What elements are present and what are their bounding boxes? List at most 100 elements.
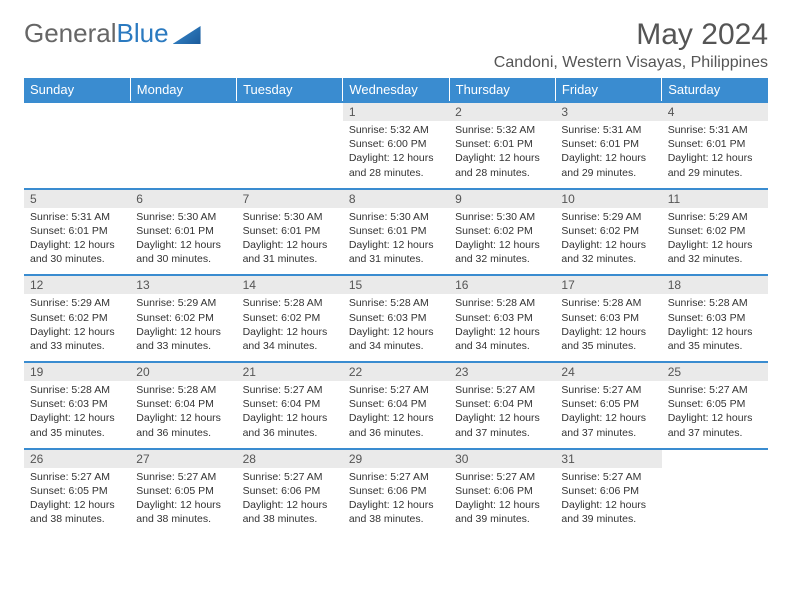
day-number: 24	[555, 363, 661, 381]
day-detail-line: Sunset: 6:01 PM	[668, 137, 762, 151]
day-details	[130, 107, 236, 169]
day-details	[24, 107, 130, 169]
day-details: Sunrise: 5:28 AMSunset: 6:03 PMDaylight:…	[24, 381, 130, 448]
day-detail-line: Sunrise: 5:27 AM	[243, 470, 337, 484]
day-number: 28	[237, 450, 343, 468]
day-detail-line: Sunrise: 5:27 AM	[455, 383, 549, 397]
day-detail-line: Daylight: 12 hours	[561, 498, 655, 512]
day-detail-line: Sunset: 6:01 PM	[30, 224, 124, 238]
day-details: Sunrise: 5:27 AMSunset: 6:05 PMDaylight:…	[555, 381, 661, 448]
day-details: Sunrise: 5:30 AMSunset: 6:01 PMDaylight:…	[130, 208, 236, 275]
day-details: Sunrise: 5:31 AMSunset: 6:01 PMDaylight:…	[555, 121, 661, 188]
day-detail-line: Sunrise: 5:28 AM	[349, 296, 443, 310]
day-detail-line: Sunset: 6:03 PM	[30, 397, 124, 411]
day-detail-line: Sunrise: 5:28 AM	[136, 383, 230, 397]
day-detail-line: Daylight: 12 hours	[243, 411, 337, 425]
day-detail-line: and 28 minutes.	[349, 166, 443, 180]
day-number: 23	[449, 363, 555, 381]
day-detail-line: Daylight: 12 hours	[561, 151, 655, 165]
calendar-body: 1Sunrise: 5:32 AMSunset: 6:00 PMDaylight…	[24, 102, 768, 534]
calendar-cell: 16Sunrise: 5:28 AMSunset: 6:03 PMDayligh…	[449, 275, 555, 362]
calendar-cell: 10Sunrise: 5:29 AMSunset: 6:02 PMDayligh…	[555, 189, 661, 276]
day-detail-line: Sunrise: 5:28 AM	[243, 296, 337, 310]
day-number: 12	[24, 276, 130, 294]
calendar-cell: 12Sunrise: 5:29 AMSunset: 6:02 PMDayligh…	[24, 275, 130, 362]
day-detail-line: Daylight: 12 hours	[668, 238, 762, 252]
day-detail-line: Sunset: 6:01 PM	[349, 224, 443, 238]
calendar-cell: 18Sunrise: 5:28 AMSunset: 6:03 PMDayligh…	[662, 275, 768, 362]
day-detail-line: Sunrise: 5:27 AM	[30, 470, 124, 484]
day-detail-line: Sunrise: 5:27 AM	[561, 383, 655, 397]
day-detail-line: Sunrise: 5:29 AM	[561, 210, 655, 224]
day-detail-line: Sunrise: 5:27 AM	[455, 470, 549, 484]
calendar-week-row: 5Sunrise: 5:31 AMSunset: 6:01 PMDaylight…	[24, 189, 768, 276]
day-details: Sunrise: 5:27 AMSunset: 6:06 PMDaylight:…	[449, 468, 555, 535]
day-detail-line: Sunrise: 5:27 AM	[561, 470, 655, 484]
day-detail-line: Daylight: 12 hours	[455, 238, 549, 252]
day-details: Sunrise: 5:28 AMSunset: 6:04 PMDaylight:…	[130, 381, 236, 448]
day-detail-line: Sunset: 6:02 PM	[455, 224, 549, 238]
day-detail-line: Daylight: 12 hours	[455, 325, 549, 339]
day-detail-line: and 28 minutes.	[455, 166, 549, 180]
day-detail-line: Daylight: 12 hours	[30, 238, 124, 252]
day-number: 10	[555, 190, 661, 208]
day-detail-line: Sunset: 6:05 PM	[561, 397, 655, 411]
day-details: Sunrise: 5:29 AMSunset: 6:02 PMDaylight:…	[555, 208, 661, 275]
day-detail-line: and 35 minutes.	[561, 339, 655, 353]
day-detail-line: Sunrise: 5:27 AM	[243, 383, 337, 397]
day-detail-line: and 29 minutes.	[561, 166, 655, 180]
day-detail-line: and 30 minutes.	[30, 252, 124, 266]
calendar-cell	[130, 102, 236, 189]
day-detail-line: and 38 minutes.	[243, 512, 337, 526]
day-detail-line: Daylight: 12 hours	[30, 325, 124, 339]
day-detail-line: Sunrise: 5:28 AM	[561, 296, 655, 310]
logo-text-2: Blue	[117, 18, 169, 49]
day-detail-line: and 39 minutes.	[561, 512, 655, 526]
day-number: 27	[130, 450, 236, 468]
day-details: Sunrise: 5:29 AMSunset: 6:02 PMDaylight:…	[662, 208, 768, 275]
day-detail-line: and 31 minutes.	[349, 252, 443, 266]
day-detail-line: Daylight: 12 hours	[668, 325, 762, 339]
day-details: Sunrise: 5:30 AMSunset: 6:01 PMDaylight:…	[343, 208, 449, 275]
day-detail-line: Sunset: 6:05 PM	[136, 484, 230, 498]
day-details: Sunrise: 5:27 AMSunset: 6:05 PMDaylight:…	[662, 381, 768, 448]
day-detail-line: Daylight: 12 hours	[136, 498, 230, 512]
calendar-cell: 4Sunrise: 5:31 AMSunset: 6:01 PMDaylight…	[662, 102, 768, 189]
calendar-cell: 31Sunrise: 5:27 AMSunset: 6:06 PMDayligh…	[555, 449, 661, 535]
day-detail-line: Sunset: 6:01 PM	[561, 137, 655, 151]
day-details: Sunrise: 5:27 AMSunset: 6:04 PMDaylight:…	[237, 381, 343, 448]
day-details: Sunrise: 5:28 AMSunset: 6:02 PMDaylight:…	[237, 294, 343, 361]
weekday-thu: Thursday	[449, 78, 555, 102]
day-detail-line: Sunset: 6:03 PM	[455, 311, 549, 325]
calendar-cell	[24, 102, 130, 189]
day-number: 13	[130, 276, 236, 294]
calendar-cell: 8Sunrise: 5:30 AMSunset: 6:01 PMDaylight…	[343, 189, 449, 276]
day-detail-line: Daylight: 12 hours	[561, 411, 655, 425]
day-detail-line: Daylight: 12 hours	[243, 325, 337, 339]
weekday-wed: Wednesday	[343, 78, 449, 102]
day-details: Sunrise: 5:28 AMSunset: 6:03 PMDaylight:…	[662, 294, 768, 361]
day-detail-line: Sunset: 6:00 PM	[349, 137, 443, 151]
day-detail-line: Sunset: 6:06 PM	[561, 484, 655, 498]
day-details: Sunrise: 5:27 AMSunset: 6:05 PMDaylight:…	[130, 468, 236, 535]
day-detail-line: Sunrise: 5:29 AM	[30, 296, 124, 310]
day-detail-line: Sunset: 6:03 PM	[668, 311, 762, 325]
day-number: 14	[237, 276, 343, 294]
calendar-table: Sunday Monday Tuesday Wednesday Thursday…	[24, 78, 768, 534]
day-number: 4	[662, 103, 768, 121]
day-detail-line: Sunset: 6:03 PM	[349, 311, 443, 325]
day-detail-line: and 37 minutes.	[561, 426, 655, 440]
day-detail-line: Daylight: 12 hours	[136, 238, 230, 252]
calendar-cell: 23Sunrise: 5:27 AMSunset: 6:04 PMDayligh…	[449, 362, 555, 449]
day-details: Sunrise: 5:29 AMSunset: 6:02 PMDaylight:…	[130, 294, 236, 361]
day-detail-line: Sunrise: 5:28 AM	[455, 296, 549, 310]
day-detail-line: and 32 minutes.	[455, 252, 549, 266]
day-detail-line: Sunrise: 5:31 AM	[668, 123, 762, 137]
month-title: May 2024	[494, 18, 768, 52]
day-number: 22	[343, 363, 449, 381]
day-detail-line: Sunrise: 5:29 AM	[136, 296, 230, 310]
day-number: 3	[555, 103, 661, 121]
day-detail-line: Daylight: 12 hours	[349, 498, 443, 512]
day-number: 8	[343, 190, 449, 208]
day-detail-line: Sunset: 6:04 PM	[136, 397, 230, 411]
